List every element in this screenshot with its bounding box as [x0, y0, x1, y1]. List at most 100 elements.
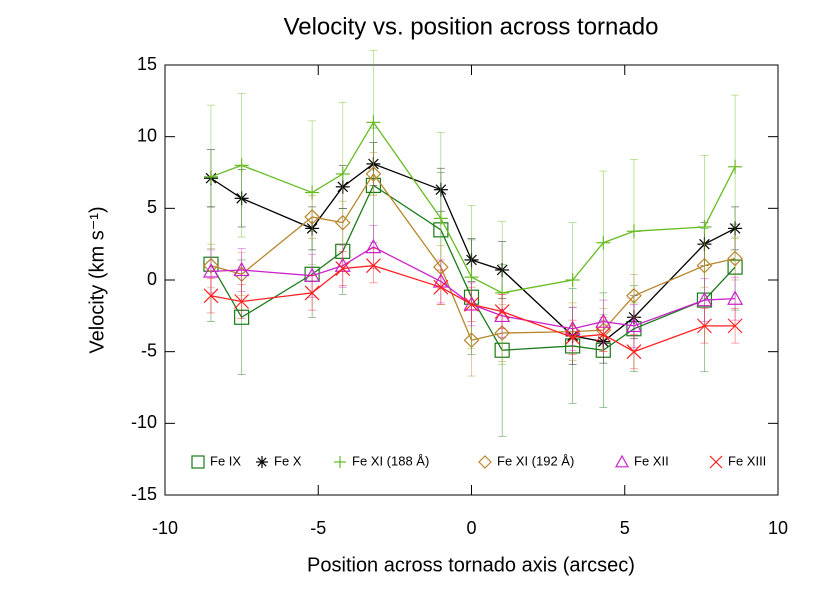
data-point [626, 224, 641, 239]
chart-title: Velocity vs. position across tornado [284, 13, 659, 40]
marker-stroke [433, 279, 449, 295]
data-point [203, 288, 219, 304]
data-point [728, 159, 743, 174]
marker-shape [304, 209, 320, 225]
data-point [335, 166, 350, 181]
marker-stroke [626, 344, 642, 360]
y-tick-label: -10 [131, 412, 157, 432]
data-point [433, 211, 448, 226]
x-axis-label: Position across tornado axis (arcsec) [307, 554, 635, 576]
data-point [202, 263, 219, 278]
data-point [365, 258, 381, 274]
x-tick-label: -5 [310, 518, 326, 538]
data-point [366, 115, 381, 130]
legend-marker [614, 454, 630, 468]
y-tick-label: 15 [137, 54, 157, 74]
error-bar [369, 152, 378, 196]
data-point [565, 329, 581, 345]
data-point [464, 270, 479, 285]
data-point [727, 318, 743, 334]
marker-shape [202, 263, 219, 278]
marker-shape [614, 454, 630, 468]
data-point [304, 285, 320, 301]
marker-shape [696, 291, 713, 307]
marker-stroke [697, 318, 712, 334]
legend-label: Fe XI (192 Å) [497, 453, 574, 468]
data-point [626, 344, 642, 360]
legend-marker [478, 455, 492, 469]
legend-marker [256, 456, 268, 468]
marker-shape [463, 332, 480, 349]
data-point [464, 296, 479, 312]
data-point [234, 158, 249, 173]
marker-stroke [257, 457, 267, 467]
marker-shape [625, 317, 642, 333]
data-point [334, 214, 351, 231]
data-point [304, 209, 320, 225]
marker-stroke [464, 296, 479, 312]
marker-shape [191, 455, 205, 469]
marker-stroke [365, 258, 381, 274]
y-axis-label: Velocity (km s⁻¹) [86, 206, 108, 353]
y-tick-label: 0 [147, 269, 157, 289]
error-bar [308, 195, 317, 239]
legend-marker [334, 456, 346, 468]
data-point [697, 318, 712, 334]
data-point [335, 261, 351, 276]
series-line [210, 121, 736, 294]
data-point [494, 325, 510, 341]
data-point [727, 290, 744, 305]
series-line [210, 163, 736, 343]
data-point [696, 291, 713, 307]
marker-shape [334, 214, 351, 231]
marker-shape [727, 250, 743, 267]
marker-shape [478, 455, 492, 469]
data-point [234, 294, 250, 309]
legend-marker [191, 455, 205, 469]
data-point [595, 327, 611, 342]
series-line [210, 172, 736, 341]
x-tick-label: -10 [152, 518, 178, 538]
marker-stroke [494, 304, 510, 319]
legend-label: Fe XIII [728, 453, 766, 468]
y-tick-label: -15 [131, 484, 157, 504]
legend-label: Fe XI (188 Å) [352, 453, 429, 468]
data-point [203, 169, 218, 184]
data-point [565, 273, 580, 287]
marker-stroke [565, 329, 581, 345]
data-point [727, 250, 743, 267]
marker-stroke [727, 318, 743, 334]
legend-label: Fe XII [634, 453, 669, 468]
marker-shape [365, 166, 382, 182]
y-tick-label: -5 [141, 340, 157, 360]
legend-label: Fe IX [210, 453, 241, 468]
marker-stroke [709, 455, 723, 469]
data-point [625, 317, 642, 333]
data-point [697, 219, 712, 234]
marker-shape [696, 257, 713, 274]
marker-shape [494, 325, 510, 341]
marker-stroke [335, 261, 351, 276]
y-tick-label: 10 [137, 125, 157, 145]
x-tick-label: 10 [768, 518, 788, 538]
legend-label: Fe X [274, 453, 302, 468]
marker-stroke [304, 285, 320, 301]
x-tick-label: 5 [620, 518, 630, 538]
data-point [365, 166, 382, 182]
marker-shape [727, 290, 744, 305]
legend-marker [709, 455, 723, 469]
data-point [463, 332, 480, 349]
marker-stroke [595, 327, 611, 342]
data-point [433, 279, 449, 295]
data-point [233, 261, 250, 277]
series-line [210, 184, 736, 351]
marker-shape [233, 261, 250, 277]
data-point [596, 235, 611, 250]
data-point [626, 287, 642, 304]
marker-stroke [234, 294, 250, 309]
x-tick-label: 0 [466, 518, 476, 538]
data-point [696, 257, 713, 274]
data-point [494, 304, 510, 319]
